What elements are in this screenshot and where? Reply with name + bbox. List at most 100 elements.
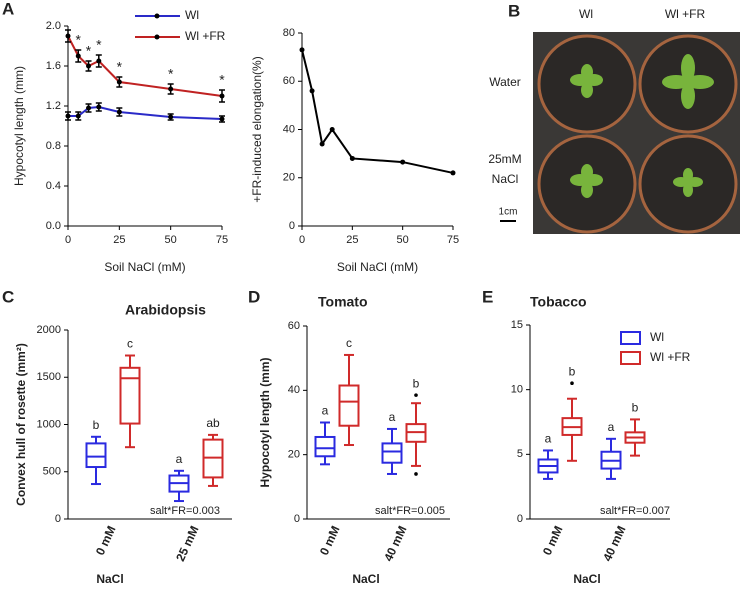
y-tick-label: 20 bbox=[288, 449, 300, 461]
group-letter: a bbox=[608, 420, 615, 434]
box bbox=[85, 442, 107, 469]
scale-bar-label: 1cm bbox=[499, 207, 518, 218]
group-letter: c bbox=[127, 337, 133, 351]
x-tick-label: 40 mM bbox=[600, 524, 628, 564]
y-tick-label: 10 bbox=[511, 384, 523, 396]
x-axis-label: NaCl bbox=[352, 572, 379, 586]
error-bar bbox=[85, 60, 92, 72]
legend-label: Wl +FR bbox=[650, 350, 691, 364]
group-letter: b bbox=[632, 401, 639, 415]
y-tick-label: 500 bbox=[43, 466, 61, 478]
error-bar bbox=[95, 102, 102, 112]
y-axis-label: +FR-induced elongation(%) bbox=[250, 56, 264, 202]
legend-label: Wl bbox=[650, 330, 664, 344]
x-tick-label: 0 mM bbox=[540, 524, 566, 558]
significance: * bbox=[76, 32, 82, 48]
error-bar bbox=[75, 49, 82, 63]
y-tick-label: 60 bbox=[283, 75, 295, 87]
legend-marker bbox=[154, 34, 160, 40]
y-tick-label: 0 bbox=[294, 513, 300, 525]
annotation: salt*FR=0.003 bbox=[150, 505, 220, 517]
panel-label: C bbox=[2, 287, 14, 306]
group-letter: b bbox=[93, 418, 100, 432]
annotation: salt*FR=0.007 bbox=[600, 505, 670, 517]
x-tick-label: 25 mM bbox=[173, 524, 201, 564]
error-bar bbox=[65, 29, 71, 43]
y-tick-label: 80 bbox=[283, 27, 295, 39]
y-axis-label: Hypocotyl length (mm) bbox=[12, 66, 26, 186]
group-letter: b bbox=[569, 364, 576, 378]
error-bar bbox=[116, 107, 123, 117]
y-tick-label: 5 bbox=[517, 448, 523, 460]
error-bar bbox=[219, 115, 225, 123]
error-bar bbox=[116, 76, 123, 88]
line bbox=[301, 49, 454, 174]
y-tick-label: 0.8 bbox=[46, 140, 61, 152]
box bbox=[119, 366, 141, 425]
y-axis-label: Convex hull of rosette (mm²) bbox=[14, 343, 28, 506]
y-tick-label: 20 bbox=[283, 172, 295, 184]
y-tick-label: 2.0 bbox=[46, 20, 61, 32]
x-tick-label: 0 mM bbox=[317, 524, 343, 558]
chart-title: Tomato bbox=[318, 294, 368, 310]
x-tick-label: 75 bbox=[447, 234, 459, 246]
legend-swatch bbox=[620, 331, 641, 345]
point bbox=[450, 170, 456, 176]
y-tick-label: 1500 bbox=[37, 371, 61, 383]
error-bar bbox=[65, 111, 71, 121]
error-bar bbox=[219, 89, 225, 103]
panel-label: A bbox=[2, 0, 14, 18]
annotation: salt*FR=0.005 bbox=[375, 505, 445, 517]
y-tick-label: 40 bbox=[283, 123, 295, 135]
x-axis-label: NaCl bbox=[96, 572, 123, 586]
x-tick-label: 0 mM bbox=[93, 524, 119, 558]
line bbox=[68, 105, 223, 120]
significance: * bbox=[168, 66, 174, 82]
group-letter: a bbox=[322, 404, 329, 418]
y-tick-label: 0.0 bbox=[46, 220, 61, 232]
outlier bbox=[414, 393, 418, 397]
significance: * bbox=[86, 43, 92, 59]
photo-row: 25mM bbox=[488, 152, 521, 166]
outlier bbox=[414, 472, 418, 476]
box bbox=[381, 442, 403, 464]
point bbox=[299, 47, 305, 53]
group-letter: c bbox=[346, 336, 352, 350]
photo-row: NaCl bbox=[492, 172, 519, 186]
point bbox=[329, 127, 335, 132]
y-tick-label: 0.4 bbox=[46, 180, 61, 192]
legend-label: Wl bbox=[185, 8, 199, 22]
error-bar bbox=[167, 113, 174, 121]
significance: * bbox=[117, 59, 123, 75]
chart-title: Tobacco bbox=[530, 294, 587, 310]
group-letter: a bbox=[545, 432, 552, 446]
x-axis-label: NaCl bbox=[573, 572, 600, 586]
photo-column: Wl +FR bbox=[665, 7, 706, 21]
x-axis-label: Soil NaCl (mM) bbox=[104, 260, 185, 274]
panel-label: D bbox=[248, 287, 260, 306]
y-tick-label: 15 bbox=[511, 319, 523, 331]
legend-marker bbox=[154, 13, 160, 19]
y-tick-label: 1000 bbox=[37, 418, 61, 430]
legend-label: Wl +FR bbox=[185, 29, 226, 43]
photo bbox=[500, 32, 740, 234]
point bbox=[319, 141, 325, 147]
chart-title: Arabidopsis bbox=[125, 302, 206, 318]
x-tick-label: 25 bbox=[113, 234, 125, 246]
y-tick-label: 40 bbox=[288, 384, 300, 396]
y-tick-label: 60 bbox=[288, 320, 300, 332]
legend-swatch bbox=[620, 351, 641, 365]
y-axis-label: Hypocotyl length (mm) bbox=[258, 357, 272, 487]
point bbox=[309, 88, 315, 94]
panel-label: E bbox=[482, 287, 493, 306]
box bbox=[314, 435, 336, 458]
panel-label: B bbox=[508, 1, 520, 20]
y-tick-label: 1.6 bbox=[46, 60, 61, 72]
x-axis-label: Soil NaCl (mM) bbox=[337, 260, 418, 274]
error-bar bbox=[167, 83, 174, 95]
y-tick-label: 1.2 bbox=[46, 100, 61, 112]
x-tick-label: 40 mM bbox=[381, 524, 409, 564]
group-letter: a bbox=[389, 410, 396, 424]
group-letter: ab bbox=[206, 416, 220, 430]
